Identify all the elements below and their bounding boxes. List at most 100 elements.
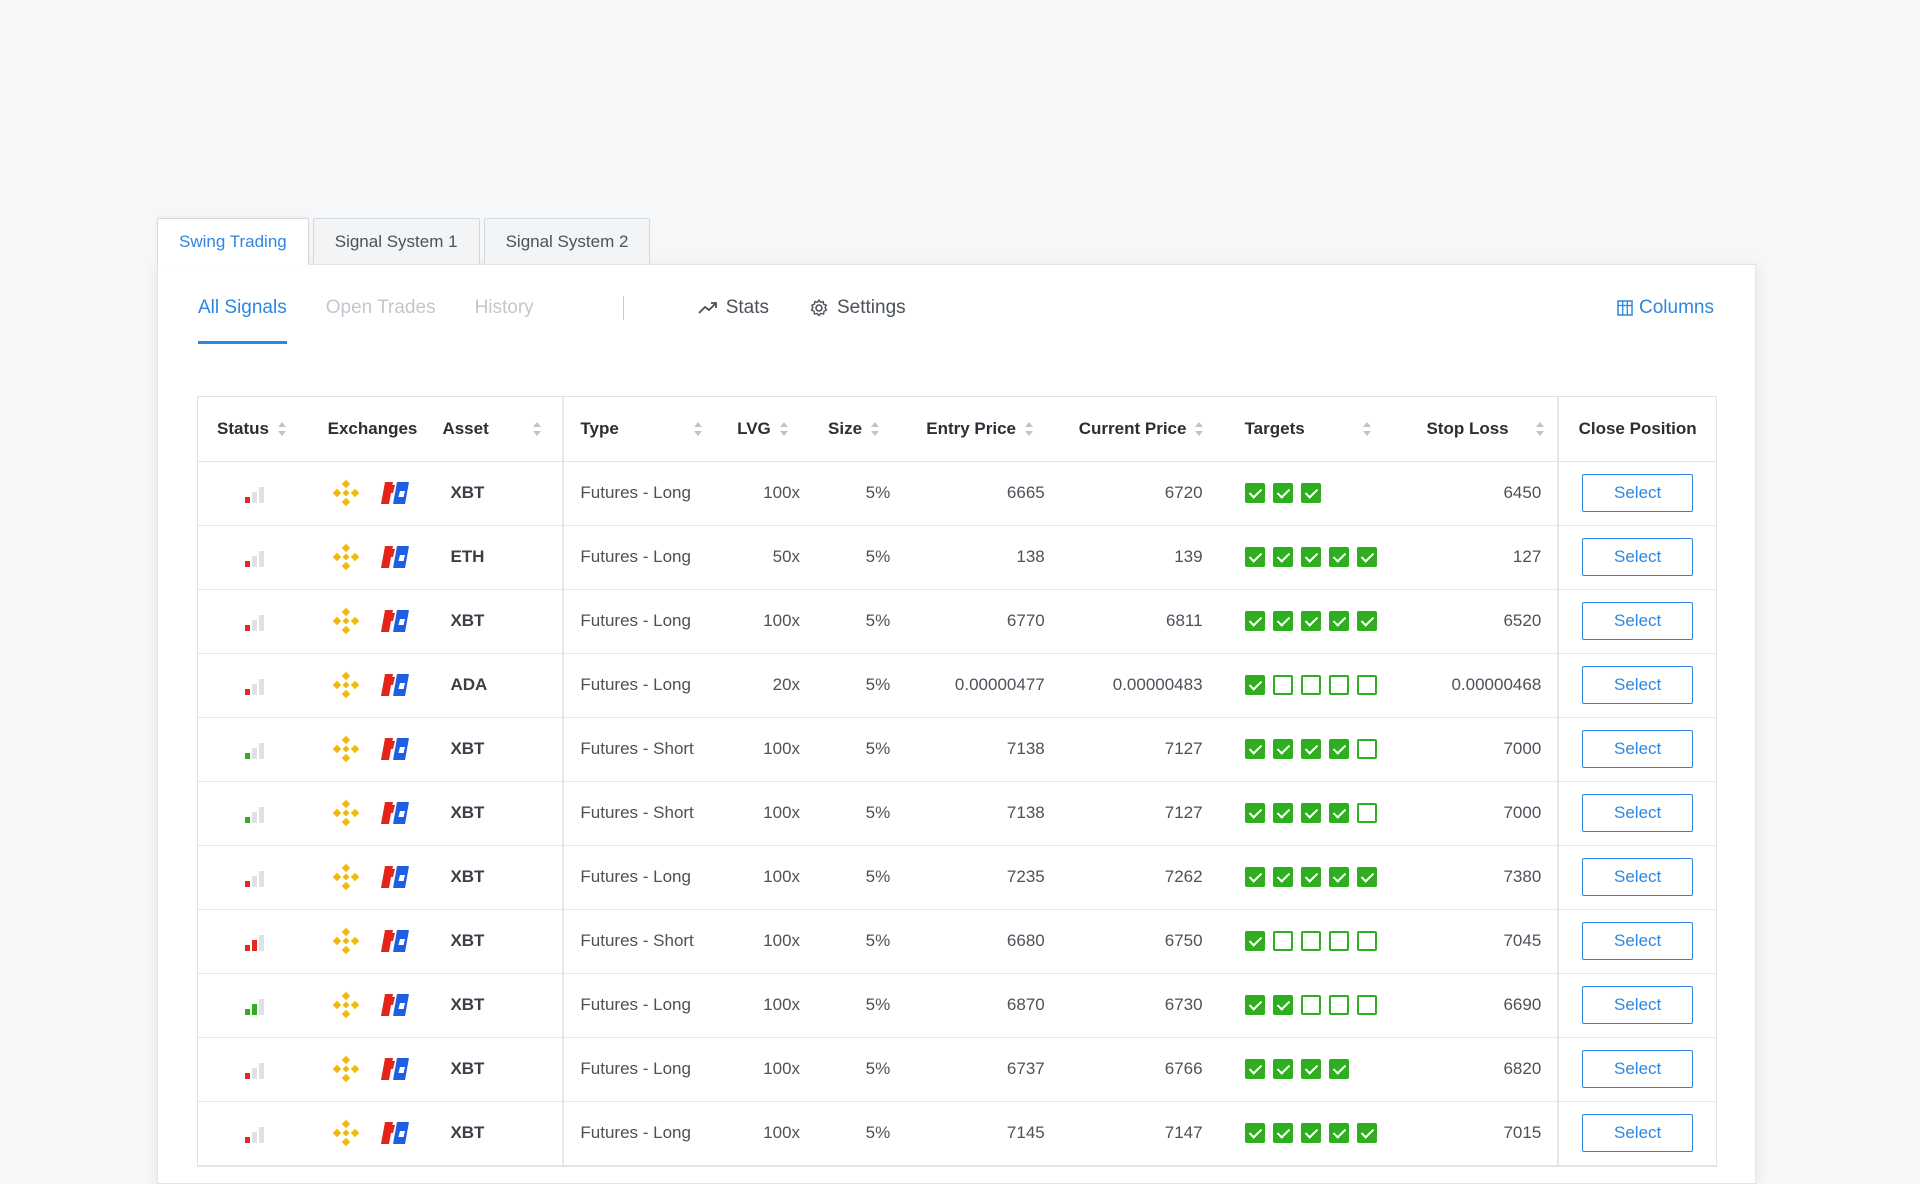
select-button[interactable]: Select	[1582, 922, 1694, 960]
tab-signal-system-1[interactable]: Signal System 1	[312, 218, 480, 264]
target-checkbox	[1300, 483, 1321, 504]
target-checkbox	[1272, 483, 1293, 504]
signal-bar	[244, 624, 250, 631]
select-button[interactable]: Select	[1582, 858, 1694, 896]
col-entry-price[interactable]: Entry Price	[904, 397, 1057, 462]
tab-swing-trading[interactable]: Swing Trading	[157, 218, 309, 265]
status-cell	[198, 909, 312, 974]
current-price-cell: 139	[1056, 525, 1223, 590]
target-checkbox	[1328, 1123, 1349, 1144]
signal-strength-icon	[244, 870, 264, 887]
current-price-cell: 6730	[1056, 973, 1223, 1038]
close-position-cell: Select	[1557, 461, 1716, 526]
lvg-cell: 100x	[723, 845, 809, 910]
close-position-cell: Select	[1557, 1101, 1716, 1166]
select-button[interactable]: Select	[1582, 474, 1694, 512]
asset-cell: XBT	[434, 589, 564, 654]
target-checkbox	[1300, 1123, 1321, 1144]
col-exchanges: Exchanges	[311, 397, 435, 462]
binance-icon	[332, 671, 359, 699]
table-row: ADA Futures - Long 20x 5% 0.00000477 0.000004…	[198, 653, 1716, 718]
stop-loss-cell: 6820	[1392, 1037, 1559, 1102]
select-button[interactable]: Select	[1582, 986, 1694, 1024]
stop-loss-cell: 7015	[1392, 1101, 1559, 1166]
tab-history[interactable]: History	[474, 297, 534, 318]
select-button[interactable]: Select	[1582, 730, 1694, 768]
col-targets[interactable]: Targets	[1222, 397, 1393, 462]
table-row: ETH Futures - Long 50x 5% 138 139 127 Select	[198, 525, 1716, 590]
signal-bar	[251, 683, 257, 695]
status-cell	[198, 1037, 312, 1102]
lvg-cell: 100x	[723, 781, 809, 846]
size-cell: 5%	[808, 909, 905, 974]
target-checkbox	[1328, 803, 1349, 824]
col-stop-loss[interactable]: Stop Loss	[1392, 397, 1559, 462]
size-cell: 5%	[808, 461, 905, 526]
col-size[interactable]: Size	[808, 397, 905, 462]
sort-icon	[277, 421, 286, 436]
target-checkbox	[1356, 995, 1377, 1016]
target-checkbox	[1244, 867, 1265, 888]
lvg-cell: 20x	[723, 653, 809, 718]
status-cell	[198, 589, 312, 654]
targets-cell	[1222, 973, 1393, 1038]
tab-signal-system-2[interactable]: Signal System 2	[483, 218, 651, 264]
current-price-cell: 6811	[1056, 589, 1223, 654]
binance-icon	[332, 607, 359, 635]
target-checkbox	[1300, 675, 1321, 696]
lvg-cell: 100x	[723, 909, 809, 974]
status-cell	[198, 717, 312, 782]
binance-icon	[332, 479, 359, 507]
select-button[interactable]: Select	[1582, 602, 1694, 640]
columns-button[interactable]: Columns	[1617, 265, 1714, 351]
target-checkbox	[1244, 1059, 1265, 1080]
target-checkbox	[1356, 803, 1377, 824]
type-cell: Futures - Short	[562, 717, 724, 782]
target-checkbox	[1244, 803, 1265, 824]
target-checkbox	[1328, 675, 1349, 696]
tab-all-signals[interactable]: All Signals	[198, 265, 287, 351]
close-position-cell: Select	[1557, 1037, 1716, 1102]
stats-button[interactable]: Stats	[698, 297, 769, 319]
signal-bar	[244, 816, 250, 823]
entry-price-cell: 0.00000477	[904, 653, 1057, 718]
select-button[interactable]: Select	[1582, 1050, 1694, 1088]
target-checkbox	[1328, 547, 1349, 568]
exchanges-cell	[311, 1037, 435, 1102]
signal-strength-icon	[244, 486, 264, 503]
entry-price-cell: 7145	[904, 1101, 1057, 1166]
target-checkbox	[1300, 547, 1321, 568]
signal-bar	[244, 1136, 250, 1143]
signal-bar	[244, 1072, 250, 1079]
type-cell: Futures - Short	[562, 909, 724, 974]
stop-loss-cell: 7000	[1392, 781, 1559, 846]
col-type[interactable]: Type	[562, 397, 724, 462]
select-button[interactable]: Select	[1582, 538, 1694, 576]
col-status[interactable]: Status	[198, 397, 312, 462]
col-lvg[interactable]: LVG	[723, 397, 809, 462]
select-button[interactable]: Select	[1582, 794, 1694, 832]
target-checkbox	[1272, 995, 1293, 1016]
lvg-cell: 100x	[723, 1037, 809, 1102]
col-asset[interactable]: Asset	[434, 397, 564, 462]
select-button[interactable]: Select	[1582, 1114, 1694, 1152]
entry-price-cell: 6870	[904, 973, 1057, 1038]
target-checkbox	[1244, 995, 1265, 1016]
entry-price-cell: 7235	[904, 845, 1057, 910]
exchanges-cell	[311, 653, 435, 718]
binance-icon	[332, 863, 359, 891]
sort-icon	[694, 421, 703, 436]
select-button[interactable]: Select	[1582, 666, 1694, 704]
current-price-cell: 6766	[1056, 1037, 1223, 1102]
lvg-cell: 100x	[723, 717, 809, 782]
target-checkbox	[1328, 867, 1349, 888]
tab-open-trades[interactable]: Open Trades	[325, 297, 436, 318]
settings-button[interactable]: Settings	[809, 297, 906, 319]
status-cell	[198, 1101, 312, 1166]
status-cell	[198, 461, 312, 526]
col-current-price[interactable]: Current Price	[1056, 397, 1223, 462]
target-checkbox	[1356, 867, 1377, 888]
bitmex-icon	[380, 674, 409, 696]
signal-strength-icon	[244, 998, 264, 1015]
stop-loss-cell: 127	[1392, 525, 1559, 590]
